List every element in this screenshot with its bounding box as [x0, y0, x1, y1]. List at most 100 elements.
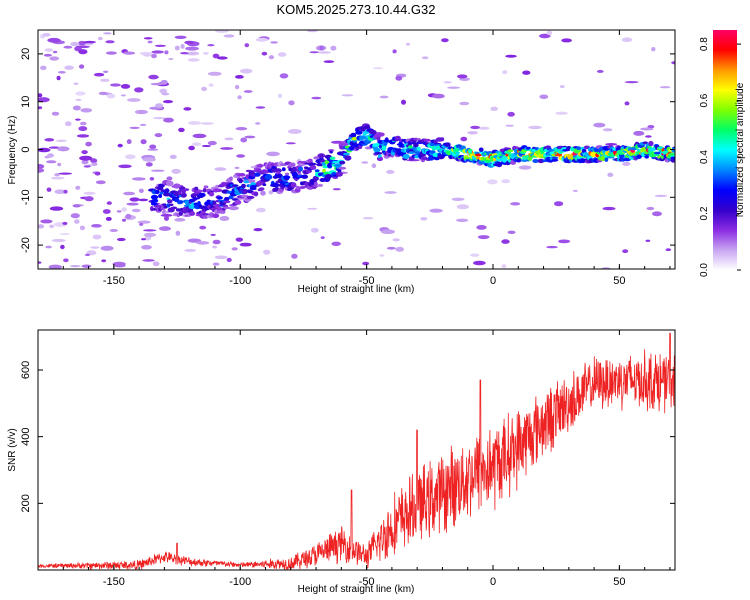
spectrogram-noise-cell	[160, 214, 173, 217]
colorbar-tick-label: 0.8	[699, 37, 710, 51]
colorbar-label: Normalized spectral amplitude	[735, 82, 746, 217]
spectrogram-noise-cell	[80, 121, 87, 126]
spectrogram-noise-cell	[134, 87, 144, 93]
spectrogram-ridge-cell	[158, 194, 163, 198]
spectrogram-ridge-cell	[202, 188, 207, 193]
spectrogram-noise-cell	[373, 67, 384, 70]
spectrogram-noise-cell	[207, 140, 217, 146]
spectrogram-ridge-cell	[177, 189, 182, 195]
spectrogram-noise-cell	[142, 157, 156, 162]
spectrogram-ridge-cell	[305, 169, 312, 173]
spectrogram-noise-cell	[622, 161, 631, 166]
spectrogram-noise-cell	[57, 162, 62, 167]
spectrogram-noise-cell	[188, 145, 195, 151]
spectrogram-ridge-cell	[637, 154, 642, 159]
spectrogram-noise-cell	[124, 154, 136, 160]
spectrogram-noise-cell	[44, 48, 54, 52]
spectrogram-ridge-cell	[168, 203, 174, 207]
spectrogram-ridge-cell	[452, 148, 460, 153]
colorbar-tick-label: 0.0	[699, 263, 710, 277]
spectrogram-ridge-cell	[232, 184, 239, 188]
snr-frame	[37, 329, 676, 571]
spectrogram-noise-cell	[141, 238, 146, 241]
spectrogram-noise-cell	[97, 36, 103, 41]
spectrogram-noise-cell	[318, 51, 331, 54]
spectrogram-noise-cell	[143, 229, 157, 232]
spectrogram-ridge-cell	[189, 211, 196, 216]
spectrogram-noise-cell	[279, 73, 289, 79]
spectrogram-noise-cell	[70, 213, 80, 219]
spectrogram-noise-cell	[420, 217, 428, 221]
spectrogram-noise-cell	[441, 38, 449, 43]
spectrogram-noise-cell	[75, 45, 90, 49]
spectrogram-noise-cell	[103, 70, 109, 74]
spectrogram-ridge-cell	[501, 155, 508, 161]
spectrogram-y-ticks: -20 -10 0 10 20	[20, 48, 675, 253]
spectrogram-noise-cell	[268, 55, 275, 60]
spectrogram-noise-cell	[501, 179, 511, 184]
spectrogram-noise-cell	[56, 75, 61, 81]
spectrogram-ridge-cell	[398, 145, 406, 148]
spectrogram-noise-cell	[174, 35, 187, 39]
spectrogram-noise-cell	[92, 234, 102, 240]
spectrogram-noise-cell	[78, 126, 88, 132]
spectrogram-x-tick-label: 0	[490, 275, 496, 287]
spectrogram-noise-cell	[255, 106, 266, 109]
spectrogram-ridge-cell	[162, 203, 167, 206]
snr-x-ticks: -150 -100 -50 0 50	[37, 330, 671, 588]
spectrogram-ridge-cell	[309, 165, 317, 170]
spectrogram-noise-cell	[51, 111, 60, 116]
spectrogram-ridge-cell	[174, 198, 180, 203]
spectrogram-noise-cell	[52, 50, 58, 54]
spectrogram-noise-cell	[138, 198, 149, 202]
spectrogram-ridge-cell	[290, 182, 297, 188]
spectrogram-noise-cell	[240, 68, 253, 74]
spectrogram-ridge-cell	[202, 213, 210, 216]
spectrogram-ridge-cell	[173, 183, 181, 189]
spectrogram-noise-cell	[178, 127, 185, 133]
spectrogram-ridge-cell	[255, 168, 262, 173]
spectrogram-ridge-cell	[309, 162, 317, 166]
spectrogram-ridge-cell	[374, 152, 383, 155]
spectrogram-noise-cell	[184, 248, 197, 252]
spectrogram-noise-cell	[46, 187, 52, 192]
spectrogram-noise-cell	[152, 261, 160, 267]
colorbar-tick-label: 0.4	[699, 150, 710, 164]
spectrogram-noise-cell	[131, 177, 146, 181]
spectrogram-noise-cell	[268, 190, 274, 195]
spectrogram-noise-cell	[147, 148, 159, 151]
spectrogram-noise-cell	[40, 65, 47, 71]
spectrogram-noise-cell	[63, 45, 73, 49]
spectrogram-noise-cell	[362, 217, 374, 220]
spectrogram-ridge-cell	[657, 146, 664, 149]
spectrogram-noise-cell	[287, 129, 302, 134]
spectrogram-noise-cell	[240, 137, 248, 143]
spectrogram-noise-cell	[310, 227, 319, 233]
spectrogram-noise-cell	[507, 230, 516, 234]
spectrogram-noise-cell	[147, 40, 153, 44]
colorbar-tick-label: 0.6	[699, 93, 710, 107]
spectrogram-ridge-cell	[350, 132, 357, 138]
spectrogram-noise-cell	[89, 246, 100, 249]
spectrogram-noise-cell	[154, 133, 163, 138]
spectrogram-noise-cell	[330, 45, 337, 51]
spectrogram-noise-cell	[129, 197, 140, 202]
spectrogram-noise-cell	[49, 206, 64, 211]
spectrogram-ridge-cell	[648, 147, 657, 152]
spectrogram-ridge-cell	[276, 173, 283, 179]
spectrogram-noise-cell	[149, 177, 155, 181]
spectrogram-noise-cell	[161, 92, 170, 96]
spectrogram-noise-cell	[42, 33, 51, 37]
spectrogram-noise-cell	[234, 166, 240, 169]
spectrogram-ridge-cell	[170, 206, 178, 210]
spectrogram-noise-cell	[395, 75, 403, 81]
spectrogram-noise-cell	[139, 222, 144, 226]
spectrogram-ridge-cell	[478, 147, 484, 152]
spectrogram-noise-cell	[43, 53, 53, 57]
spectrogram-noise-cell	[192, 142, 202, 146]
spectrogram-ridge-cell	[151, 208, 158, 211]
spectrogram-ridge-cell	[216, 207, 224, 211]
snr-x-tick-label: -100	[229, 576, 251, 588]
spectrogram-ridge-cell	[166, 180, 174, 186]
